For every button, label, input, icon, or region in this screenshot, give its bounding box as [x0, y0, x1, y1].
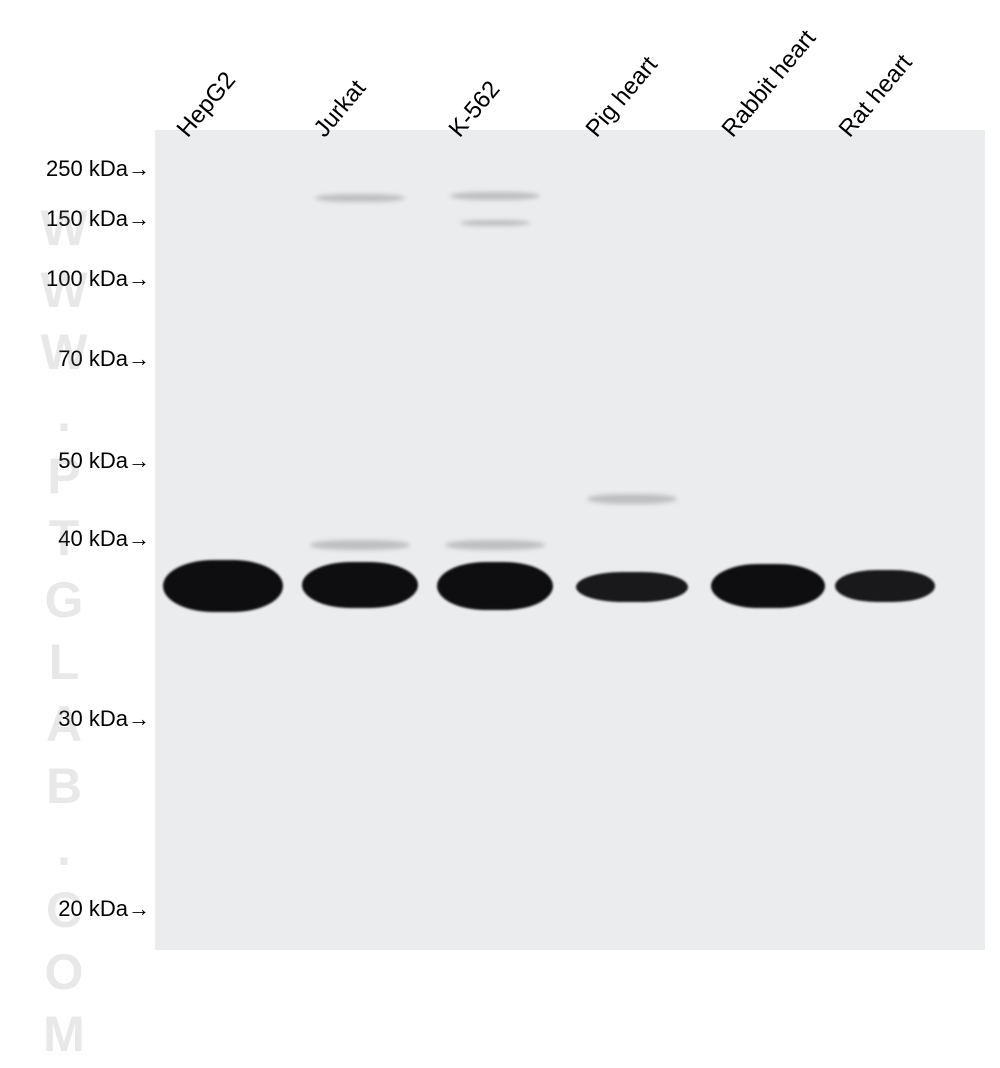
western-blot-figure: 250 kDa→150 kDa→100 kDa→70 kDa→50 kDa→40… — [0, 0, 1000, 980]
watermark-text: WWW.PTGLAB.COM — [35, 200, 93, 1068]
protein-band — [437, 562, 553, 610]
protein-band — [302, 562, 418, 608]
protein-band — [711, 564, 825, 608]
mw-marker-label: 250 kDa→ — [25, 156, 150, 182]
faint-band — [315, 194, 405, 202]
protein-band — [835, 570, 935, 602]
lane-label: Rabbit heart — [717, 25, 822, 143]
faint-band — [445, 540, 545, 550]
faint-band — [460, 220, 530, 226]
protein-band — [163, 560, 283, 612]
faint-band — [450, 192, 540, 200]
protein-band — [576, 572, 688, 602]
faint-band — [310, 540, 410, 550]
lane-label: Rat heart — [834, 49, 919, 143]
blot-membrane-area — [155, 130, 985, 950]
faint-band — [587, 494, 677, 504]
